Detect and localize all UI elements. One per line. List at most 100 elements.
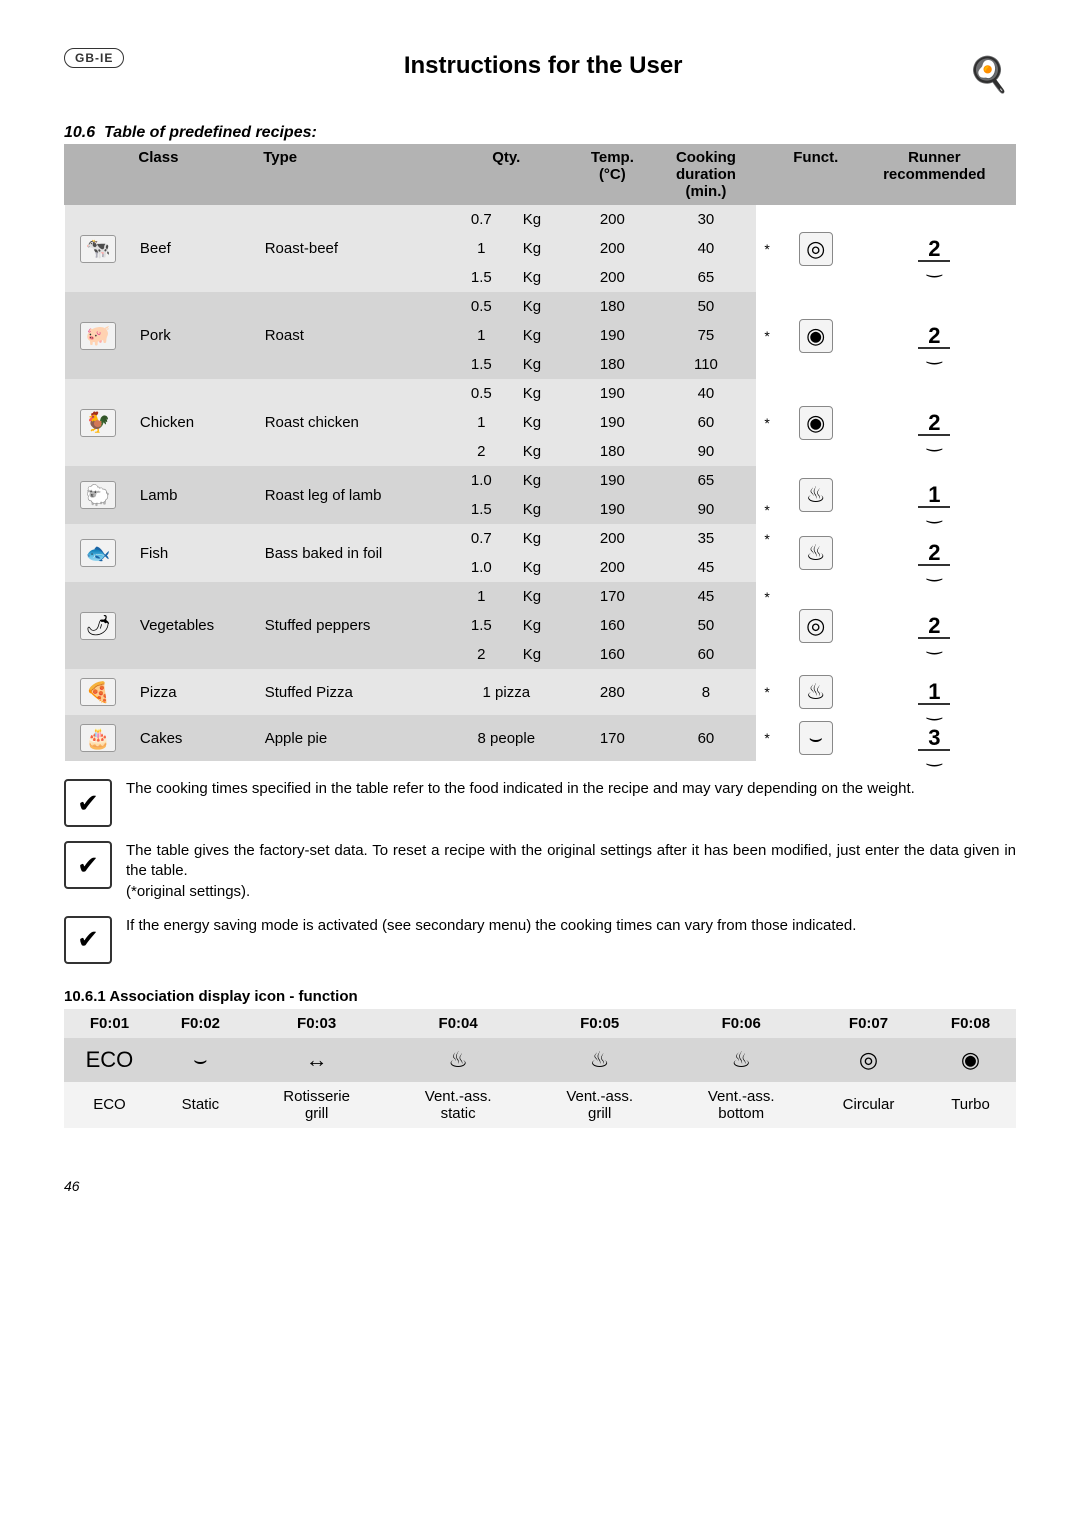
function-icon: ⌣ — [778, 715, 853, 761]
qty-unit: Kg — [519, 205, 569, 235]
qty-cell: 1 pizza — [444, 669, 569, 715]
qty-unit: Kg — [519, 524, 569, 553]
type-cell: Roast chicken — [257, 379, 444, 466]
qty-value: 1.5 — [444, 350, 519, 379]
star-cell — [756, 437, 778, 466]
category-icon: 🐟 — [65, 524, 132, 582]
star-cell: * — [756, 715, 778, 761]
note-row: ✔ The table gives the factory-set data. … — [64, 841, 1016, 902]
note-icon: ✔ — [64, 916, 112, 964]
star-cell — [756, 640, 778, 669]
qty-unit: Kg — [519, 611, 569, 640]
duration-cell: 110 — [656, 350, 756, 379]
temp-cell: 190 — [569, 495, 656, 524]
assoc-header: F0:05 — [529, 1009, 671, 1038]
function-icon: ◉ — [778, 379, 853, 466]
duration-cell: 65 — [656, 466, 756, 495]
table-row: 🌶VegetablesStuffed peppers1Kg17045*◎2 — [65, 582, 1016, 611]
th-class: Class — [132, 145, 257, 205]
class-cell: Beef — [132, 205, 257, 293]
assoc-header: F0:06 — [670, 1009, 812, 1038]
assoc-label: Static — [155, 1082, 246, 1128]
class-cell: Fish — [132, 524, 257, 582]
star-cell — [756, 611, 778, 640]
temp-cell: 200 — [569, 205, 656, 235]
function-icon: ◎ — [778, 205, 853, 293]
table-row: 🐖PorkRoast0.5Kg18050◉2 — [65, 292, 1016, 321]
assoc-label: Rotisserie grill — [246, 1082, 388, 1128]
assoc-icon: ♨ — [529, 1038, 671, 1082]
duration-cell: 65 — [656, 263, 756, 292]
table-row: 🐄BeefRoast-beef0.7Kg20030◎2 — [65, 205, 1016, 235]
qty-value: 1 — [444, 582, 519, 611]
type-cell: Stuffed Pizza — [257, 669, 444, 715]
page-header: GB-IE Instructions for the User 🍳 — [64, 48, 1016, 102]
star-cell — [756, 553, 778, 582]
assoc-icon: ♨ — [670, 1038, 812, 1082]
table-row: 🎂CakesApple pie8 people17060*⌣3 — [65, 715, 1016, 761]
star-cell: * — [756, 234, 778, 263]
runner-cell: 2 — [853, 379, 1015, 466]
qty-unit: Kg — [519, 321, 569, 350]
star-cell — [756, 379, 778, 408]
star-cell — [756, 205, 778, 235]
qty-unit: Kg — [519, 553, 569, 582]
temp-cell: 170 — [569, 715, 656, 761]
duration-cell: 50 — [656, 611, 756, 640]
duration-cell: 40 — [656, 379, 756, 408]
th-type: Type — [257, 145, 444, 205]
assoc-header: F0:04 — [387, 1009, 529, 1038]
runner-cell: 1 — [853, 669, 1015, 715]
qty-value: 1.5 — [444, 263, 519, 292]
assoc-header: F0:02 — [155, 1009, 246, 1038]
assoc-label: ECO — [64, 1082, 155, 1128]
temp-cell: 180 — [569, 292, 656, 321]
note-row: ✔ If the energy saving mode is activated… — [64, 916, 1016, 964]
qty-value: 0.7 — [444, 205, 519, 235]
qty-value: 0.7 — [444, 524, 519, 553]
function-icon: ♨ — [778, 669, 853, 715]
runner-cell: 2 — [853, 292, 1015, 379]
qty-unit: Kg — [519, 582, 569, 611]
assoc-header: F0:03 — [246, 1009, 388, 1038]
region-badge: GB-IE — [64, 48, 124, 68]
temp-cell: 180 — [569, 350, 656, 379]
class-cell: Pork — [132, 292, 257, 379]
qty-cell: 8 people — [444, 715, 569, 761]
section-number: 10.6 — [64, 124, 95, 141]
type-cell: Stuffed peppers — [257, 582, 444, 669]
assoc-label: Vent.-ass. static — [387, 1082, 529, 1128]
qty-value: 1.0 — [444, 466, 519, 495]
function-icon: ♨ — [778, 466, 853, 524]
runner-cell: 2 — [853, 205, 1015, 293]
duration-cell: 30 — [656, 205, 756, 235]
note-text: If the energy saving mode is activated (… — [126, 916, 1016, 964]
category-icon: 🎂 — [65, 715, 132, 761]
th-runner: Runner recommended — [853, 145, 1015, 205]
th-funct: Funct. — [778, 145, 853, 205]
star-cell: * — [756, 321, 778, 350]
temp-cell: 190 — [569, 408, 656, 437]
category-icon: 🐑 — [65, 466, 132, 524]
category-icon: 🐄 — [65, 205, 132, 293]
category-icon: 🐓 — [65, 379, 132, 466]
assoc-label: Vent.-ass. bottom — [670, 1082, 812, 1128]
section-title: 10.6 Table of predefined recipes: — [64, 124, 1016, 142]
duration-cell: 90 — [656, 495, 756, 524]
type-cell: Roast — [257, 292, 444, 379]
temp-cell: 200 — [569, 553, 656, 582]
qty-unit: Kg — [519, 350, 569, 379]
table-row: 🐑LambRoast leg of lamb1.0Kg19065♨1 — [65, 466, 1016, 495]
type-cell: Roast leg of lamb — [257, 466, 444, 524]
qty-unit: Kg — [519, 640, 569, 669]
duration-cell: 60 — [656, 715, 756, 761]
type-cell: Apple pie — [257, 715, 444, 761]
th-star — [756, 145, 778, 205]
qty-value: 2 — [444, 640, 519, 669]
category-icon: 🍕 — [65, 669, 132, 715]
star-cell — [756, 292, 778, 321]
class-cell: Chicken — [132, 379, 257, 466]
chef-icon: 🍳 — [962, 48, 1016, 102]
star-cell: * — [756, 524, 778, 553]
star-cell: * — [756, 495, 778, 524]
